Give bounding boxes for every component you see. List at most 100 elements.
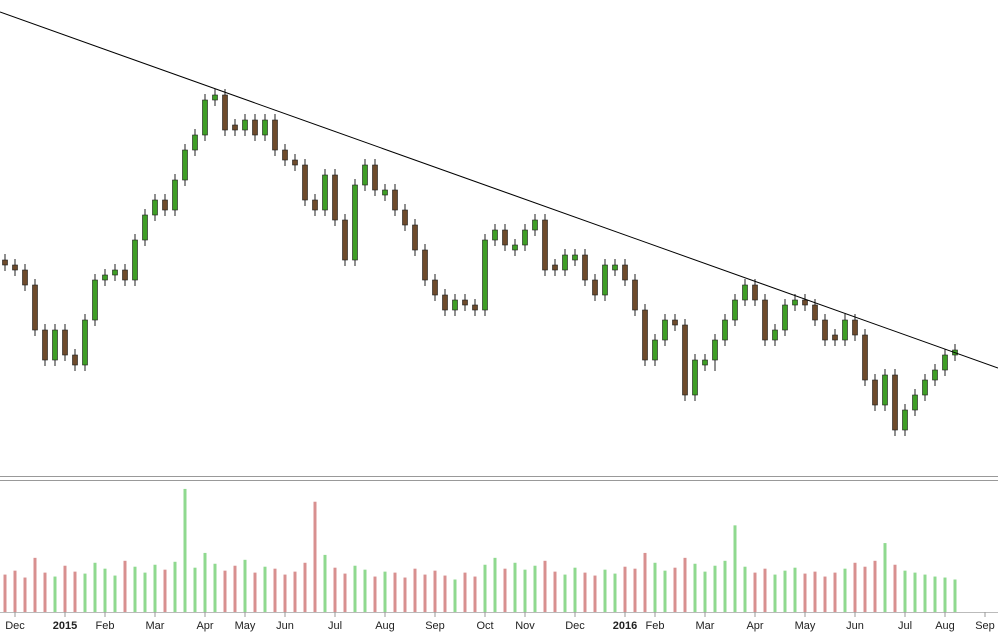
x-tick-label: Jul bbox=[898, 620, 912, 632]
candle-body bbox=[532, 219, 538, 231]
volume-bar bbox=[823, 576, 827, 612]
volume-bar bbox=[463, 572, 467, 612]
candle-body bbox=[912, 394, 918, 411]
volume-bar bbox=[893, 564, 897, 612]
candle-body bbox=[462, 299, 468, 306]
volume-bar bbox=[523, 569, 527, 612]
x-tick-label: Nov bbox=[515, 620, 535, 632]
volume-bar bbox=[283, 574, 287, 612]
volume-bar bbox=[503, 568, 507, 612]
volume-bar bbox=[313, 501, 317, 612]
volume-bar bbox=[213, 563, 217, 612]
volume-bar bbox=[873, 560, 877, 612]
volume-bar bbox=[153, 564, 157, 612]
candle-body bbox=[592, 279, 598, 296]
volume-bar bbox=[613, 573, 617, 612]
x-tick-label: May bbox=[235, 620, 256, 632]
candle-body bbox=[22, 269, 28, 286]
x-tick-label: Apr bbox=[746, 620, 763, 632]
volume-bar bbox=[953, 579, 957, 612]
candle-body bbox=[102, 274, 108, 281]
candle-body bbox=[732, 299, 738, 321]
volume-bar bbox=[253, 572, 257, 612]
volume-bar bbox=[123, 560, 127, 612]
candle-body bbox=[452, 299, 458, 311]
volume-bar bbox=[513, 562, 517, 612]
volume-bar bbox=[333, 567, 337, 612]
candle-body bbox=[112, 269, 118, 276]
candle-body bbox=[792, 299, 798, 306]
candle-body bbox=[852, 319, 858, 336]
candle-body bbox=[132, 239, 138, 281]
candle-body bbox=[72, 354, 78, 366]
candle-body bbox=[742, 284, 748, 301]
volume-bar bbox=[573, 567, 577, 612]
candle-body bbox=[502, 229, 508, 246]
candle-body bbox=[32, 284, 38, 331]
volume-bar bbox=[483, 564, 487, 612]
candle-body bbox=[392, 189, 398, 211]
volume-bar bbox=[233, 565, 237, 612]
volume-bar bbox=[403, 577, 407, 612]
volume-bar bbox=[3, 574, 7, 612]
volume-bar bbox=[193, 567, 197, 612]
volume-bar bbox=[73, 571, 77, 612]
x-tick-label: Oct bbox=[476, 620, 493, 632]
volume-bar bbox=[163, 569, 167, 612]
candle-body bbox=[42, 329, 48, 361]
candle-body bbox=[762, 299, 768, 341]
candle-body bbox=[602, 264, 608, 296]
volume-bar bbox=[423, 574, 427, 612]
volume-bar bbox=[723, 560, 727, 612]
volume-bar bbox=[393, 572, 397, 612]
candle-body bbox=[922, 379, 928, 396]
candle-body bbox=[362, 164, 368, 186]
volume-bar bbox=[593, 575, 597, 612]
volume-bar bbox=[473, 576, 477, 612]
candle-body bbox=[192, 134, 198, 151]
volume-bar bbox=[533, 565, 537, 612]
candle-body bbox=[332, 174, 338, 221]
volume-bar bbox=[453, 579, 457, 612]
volume-bar bbox=[23, 577, 27, 612]
candle-body bbox=[492, 229, 498, 241]
volume-bar bbox=[793, 567, 797, 612]
candle-body bbox=[122, 269, 128, 281]
candle-body bbox=[542, 219, 548, 271]
volume-bar bbox=[223, 570, 227, 612]
candle-body bbox=[342, 219, 348, 261]
volume-bar bbox=[943, 577, 947, 612]
candle-body bbox=[142, 214, 148, 241]
candle-body bbox=[552, 264, 558, 271]
volume-bar bbox=[883, 543, 887, 612]
volume-bar bbox=[603, 569, 607, 612]
volume-bar bbox=[293, 571, 297, 612]
candle-body bbox=[572, 254, 578, 261]
candle-body bbox=[752, 284, 758, 301]
volume-bar bbox=[43, 572, 47, 612]
volume-bar bbox=[383, 571, 387, 612]
volume-bar bbox=[243, 559, 247, 612]
volume-bar bbox=[733, 525, 737, 612]
x-tick-label: Mar bbox=[146, 620, 165, 632]
candle-body bbox=[942, 354, 948, 371]
candle-body bbox=[312, 199, 318, 211]
volume-bar bbox=[13, 570, 17, 612]
candle-body bbox=[292, 159, 298, 166]
candle-body bbox=[722, 319, 728, 341]
candle-body bbox=[642, 309, 648, 361]
volume-bar bbox=[633, 568, 637, 612]
candle-body bbox=[652, 339, 658, 361]
x-tick-label: Dec bbox=[565, 620, 585, 632]
candle-body bbox=[482, 239, 488, 311]
x-tick-label: Aug bbox=[935, 620, 955, 632]
volume-bar bbox=[863, 566, 867, 612]
volume-bar bbox=[643, 552, 647, 612]
volume-bar bbox=[583, 572, 587, 612]
candle-body bbox=[522, 229, 528, 246]
volume-bar bbox=[133, 566, 137, 612]
x-tick-label: 2016 bbox=[613, 620, 637, 632]
volume-bar bbox=[773, 574, 777, 612]
candle-body bbox=[622, 264, 628, 281]
